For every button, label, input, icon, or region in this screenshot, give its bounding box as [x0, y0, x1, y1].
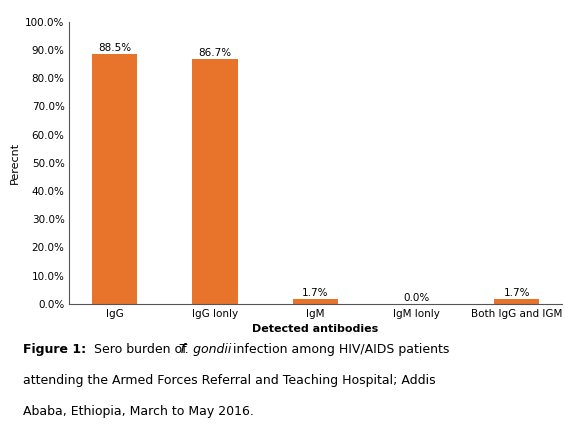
Bar	[293, 299, 338, 304]
Bar	[92, 54, 137, 304]
Text: 88.5%: 88.5%	[98, 43, 131, 53]
Text: 1.7%: 1.7%	[503, 288, 530, 298]
Bar	[192, 59, 237, 304]
Text: Figure 1:: Figure 1:	[23, 343, 86, 356]
Text: infection among HIV/AIDS patients: infection among HIV/AIDS patients	[229, 343, 449, 356]
Text: 86.7%: 86.7%	[199, 48, 232, 59]
X-axis label: Detected antibodies: Detected antibodies	[252, 324, 379, 334]
Text: T. gondii: T. gondii	[179, 343, 232, 356]
Text: 0.0%: 0.0%	[403, 293, 429, 303]
Text: Ababa, Ethiopia, March to May 2016.: Ababa, Ethiopia, March to May 2016.	[23, 405, 254, 418]
Text: 1.7%: 1.7%	[302, 288, 329, 298]
Text: Sero burden of: Sero burden of	[90, 343, 190, 356]
Bar	[494, 299, 539, 304]
Text: attending the Armed Forces Referral and Teaching Hospital; Addis: attending the Armed Forces Referral and …	[23, 374, 436, 387]
Y-axis label: Perecnt: Perecnt	[10, 141, 20, 184]
